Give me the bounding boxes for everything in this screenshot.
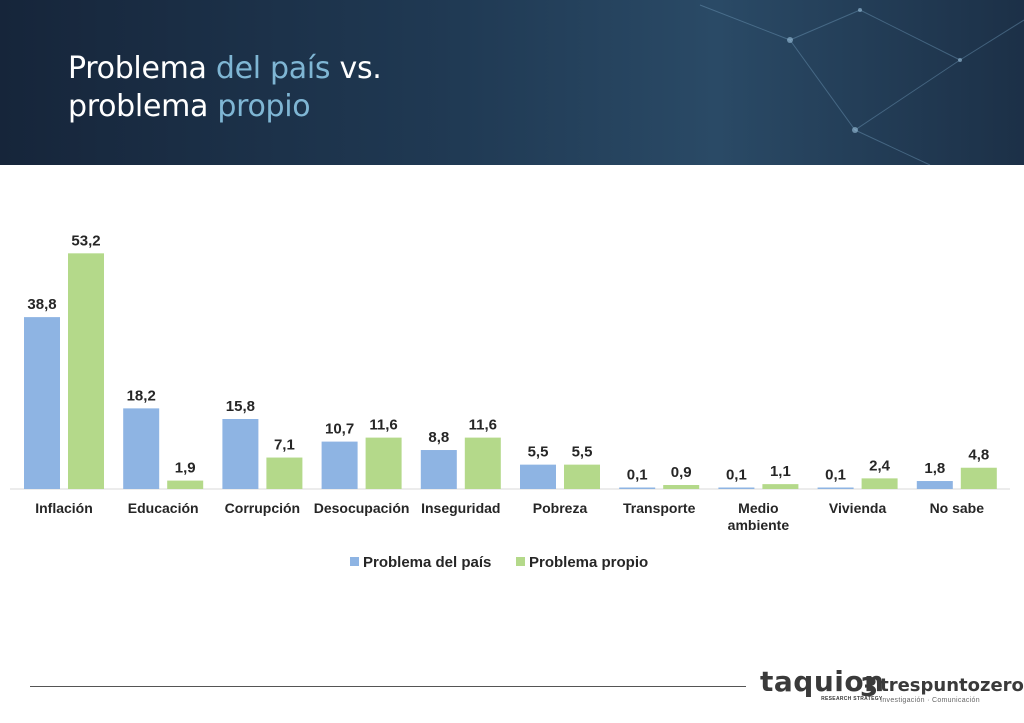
data-label-propio-5: 5,5 [572,444,593,461]
category-label-2: Corrupción [225,500,300,516]
data-label-propio-1: 1,9 [175,460,196,477]
bar-pais-7 [718,487,755,489]
data-label-propio-4: 11,6 [469,417,497,434]
taquion-logo-text: taquion [760,665,885,698]
bar-propio-2 [266,457,303,489]
bar-propio-7 [762,484,799,489]
title-line1-a: Problema [68,51,216,86]
legend-swatch-propio [516,557,525,566]
category-label-0: Inflación [35,500,93,516]
data-label-pais-9: 1,8 [924,460,945,477]
bar-pais-6 [619,487,656,489]
title-line1-b: del país [215,51,331,86]
bar-propio-1 [167,480,204,489]
category-label-4: Inseguridad [421,500,500,516]
legend-swatch-pais [350,557,359,566]
data-label-propio-2: 7,1 [274,437,295,454]
trespuntozero-logo-text: trespuntozero [880,675,1024,696]
bar-pais-3 [321,441,358,489]
category-label-6: Transporte [623,500,696,516]
data-label-pais-8: 0,1 [825,467,846,484]
legend-label-propio: Problema propio [529,554,648,571]
trespuntozero-logo-tagline: Investigación · Comunicación [880,697,980,704]
title-line2-a: problema [68,89,218,124]
data-label-pais-7: 0,1 [726,467,747,484]
bar-propio-3 [365,437,402,489]
category-label-8: Vivienda [829,500,887,516]
taquion-logo-tagline: RESEARCH STRATEGY [821,696,883,702]
data-label-propio-3: 11,6 [369,417,397,434]
header-banner: Problema del país vs. problema propio [0,0,1024,165]
bar-propio-4 [464,437,501,489]
data-label-pais-3: 10,7 [325,421,354,438]
category-label-7: Medio ambiente [728,500,790,533]
bar-pais-8 [817,487,854,489]
bar-propio-8 [861,478,898,489]
bar-pais-4 [420,450,457,489]
data-label-pais-6: 0,1 [627,467,648,484]
footer-divider [30,686,746,687]
data-label-pais-5: 5,5 [528,444,549,461]
data-label-pais-2: 15,8 [226,398,255,415]
category-label-9: No sabe [930,500,985,516]
title-line1-c: vs. [330,51,382,86]
data-label-pais-0: 38,8 [27,296,56,313]
bar-chart: 38,8 53,2 Inflación 18,2 1,9 Educación 15,8 7,1… [10,232,1010,571]
slide-title: Problema del país vs. problema propio [68,50,382,126]
network-decoration [699,4,1024,165]
taquion-logo: taquion RESEARCH STRATEGY [760,665,885,703]
bar-propio-9 [960,467,997,489]
legend-label-pais: Problema del país [363,554,491,571]
bar-propio-5 [564,464,600,489]
data-label-propio-8: 2,4 [869,457,891,474]
category-label-1: Educación [128,500,199,516]
bar-propio-0 [68,253,104,489]
data-label-propio-0: 53,2 [71,232,100,249]
data-label-pais-1: 18,2 [127,387,156,404]
bar-pais-9 [916,481,953,489]
data-label-propio-9: 4,8 [968,447,989,464]
data-label-propio-6: 0,9 [671,464,692,481]
data-label-propio-7: 1,1 [770,463,791,480]
trespuntozero-logo: 3 trespuntozero Investigación · Comunica… [860,673,1024,704]
bar-pais-2 [222,419,259,489]
bar-pais-5 [520,464,556,489]
bar-propio-6 [663,485,700,489]
category-label-5: Pobreza [533,500,588,516]
title-line2-b: propio [217,89,311,124]
trespuntozero-logo-number: 3 [860,673,879,703]
bar-pais-1 [123,408,160,489]
bar-pais-0 [24,317,60,489]
data-label-pais-4: 8,8 [428,429,449,446]
category-label-3: Desocupación [314,500,410,516]
